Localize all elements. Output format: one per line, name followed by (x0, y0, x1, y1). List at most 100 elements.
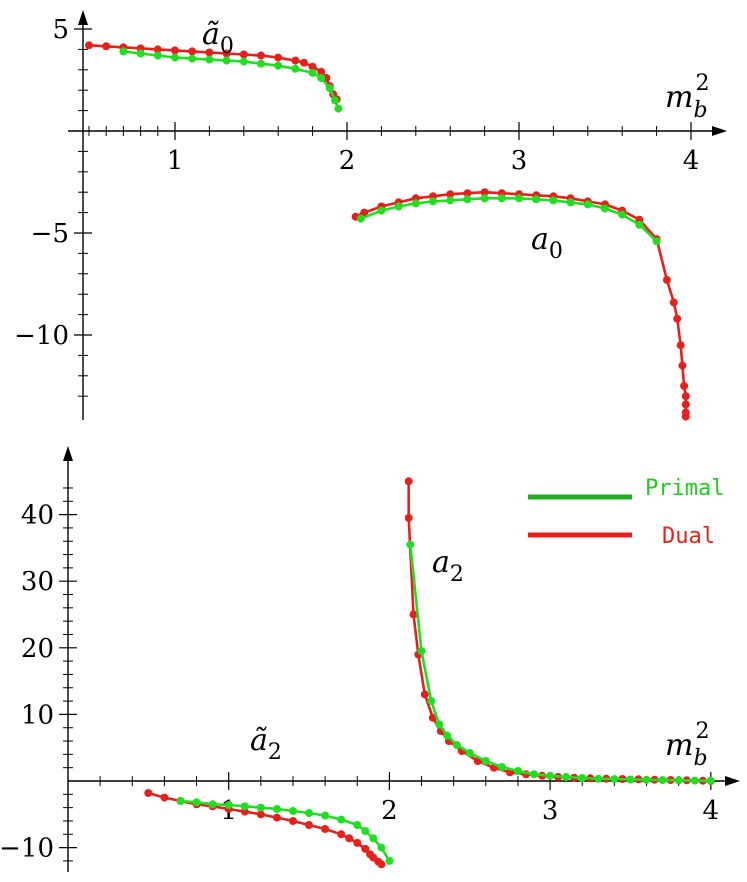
top-data-point-dual (239, 50, 248, 59)
bottom-data-point-primal (369, 834, 378, 843)
bottom-data-point-dual (404, 477, 413, 486)
bottom-y-tick-label: 30 (21, 567, 54, 597)
bottom-data-point-dual (428, 713, 437, 722)
top-data-point-primal (356, 214, 365, 223)
top-curve-label-a0: a0 (531, 222, 563, 264)
bottom-data-point-dual (289, 817, 297, 825)
bottom-x-tick-label: 3 (542, 796, 559, 826)
legend-label-primal: Primal (645, 476, 724, 501)
top-curve-label-a0-tilde: ã0 (202, 17, 234, 59)
bottom-data-point-primal (406, 540, 415, 549)
top-data-point-dual (446, 190, 455, 199)
bottom-x-tick-label: 4 (703, 796, 720, 826)
bottom-y-tick-label: 40 (21, 501, 54, 531)
bottom-ticks: 123440302010−10 (0, 487, 720, 864)
top-x-tick-label: 1 (167, 146, 184, 176)
top-data-point-primal (334, 104, 343, 113)
bottom-data-point-primal (690, 776, 699, 785)
top-data-point-dual (222, 49, 231, 58)
bottom-data-point-dual (256, 810, 265, 819)
top-data-point-dual (188, 47, 197, 56)
bottom-curve-label-a2-tilde: ã2 (250, 723, 282, 765)
top-data-point-dual (257, 51, 265, 60)
bottom-data-point-primal (481, 757, 490, 765)
top-data-point-primal (394, 202, 403, 211)
bottom-data-point-primal (192, 798, 201, 807)
top-y-axis-arrow (78, 10, 88, 25)
bottom-series-primal (176, 797, 394, 865)
bottom-data-point-primal (361, 827, 370, 835)
top-data-point-primal (136, 49, 145, 58)
bottom-data-point-primal (530, 770, 538, 779)
top-series-line-primal (123, 50, 340, 110)
bottom-data-point-primal (443, 731, 452, 740)
top-data-point-primal (601, 204, 609, 213)
top-data-point-primal (549, 196, 558, 205)
top-data-point-primal (308, 68, 317, 77)
top-data-point-dual (676, 341, 685, 350)
top-data-point-dual (308, 62, 317, 71)
top-data-point-primal (635, 220, 644, 229)
top-data-point-primal (205, 55, 214, 64)
top-data-point-primal (171, 53, 179, 62)
top-data-point-primal (222, 56, 231, 65)
top-data-point-primal (497, 194, 506, 203)
top-data-point-primal (188, 54, 197, 63)
bottom-data-point-primal (240, 802, 249, 811)
top-data-point-dual (681, 392, 690, 401)
bottom-data-point-primal (706, 776, 715, 785)
top-data-point-primal (618, 210, 627, 219)
bottom-data-point-dual (144, 789, 153, 797)
top-data-point-primal (377, 206, 386, 215)
top-data-point-primal (325, 84, 334, 93)
top-data-point-dual (153, 45, 162, 54)
bottom-data-point-dual (377, 860, 386, 869)
top-data-point-primal (515, 194, 523, 203)
bottom-y-tick-label: −10 (0, 834, 54, 864)
bottom-chart: 123440302010−10 ã2 a2 mb2 Primal Dual (0, 446, 740, 872)
legend-label-dual: Dual (662, 524, 715, 549)
bottom-data-point-primal (256, 803, 265, 812)
bottom-data-point-primal (562, 773, 571, 781)
bottom-series-primal (406, 540, 715, 785)
bottom-data-point-dual (361, 844, 370, 853)
bottom-data-point-primal (578, 774, 587, 782)
top-data-point-primal (532, 195, 541, 204)
bottom-data-point-primal (305, 809, 313, 817)
top-data-point-dual (360, 208, 369, 217)
bottom-data-point-primal (658, 776, 667, 785)
top-data-point-dual (678, 361, 687, 370)
bottom-data-point-dual (404, 513, 413, 522)
top-data-point-dual (300, 58, 308, 67)
top-data-point-primal (291, 64, 300, 73)
top-data-point-dual (480, 188, 489, 197)
top-data-point-dual (205, 48, 214, 57)
top-y-tick-label: 5 (52, 15, 69, 45)
bottom-x-tick-label: 2 (381, 796, 398, 826)
top-data-point-dual (463, 189, 472, 198)
bottom-data-point-primal (353, 821, 362, 829)
bottom-data-point-primal (289, 807, 297, 815)
bottom-data-point-dual (337, 830, 346, 839)
top-data-point-primal (429, 197, 437, 206)
top-data-point-primal (331, 96, 339, 105)
top-series-line-primal (360, 197, 658, 243)
top-chart: 1 2 3 4 5 −5 −10 ã0 a0 mb2 (14, 10, 727, 421)
top-data-point-dual (291, 56, 300, 65)
bottom-x-axis-label: mb2 (665, 719, 710, 771)
top-x-tick-label: 4 (683, 146, 700, 176)
bottom-data-point-primal (208, 800, 217, 809)
bottom-data-point-dual (160, 793, 169, 802)
top-data-point-dual (680, 382, 689, 390)
bottom-data-point-dual (345, 834, 354, 843)
top-data-point-dual (274, 53, 283, 62)
bottom-data-point-dual (321, 825, 330, 833)
bottom-data-point-dual (353, 838, 362, 847)
bottom-data-point-primal (377, 843, 386, 852)
top-data-point-dual (673, 314, 682, 323)
bottom-data-point-primal (385, 856, 394, 865)
top-x-tick-label: 2 (339, 146, 356, 176)
bottom-data-point-primal (674, 776, 683, 785)
